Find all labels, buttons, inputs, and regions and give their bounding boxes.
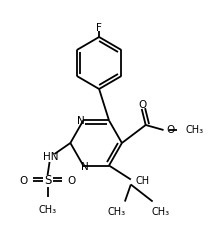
- Text: O: O: [20, 176, 28, 186]
- Text: HN: HN: [43, 152, 58, 162]
- Text: N: N: [77, 116, 85, 127]
- Text: CH₃: CH₃: [108, 206, 126, 217]
- Text: N: N: [81, 162, 89, 172]
- Text: CH₃: CH₃: [185, 125, 203, 135]
- Text: CH₃: CH₃: [151, 206, 170, 217]
- Text: F: F: [96, 23, 102, 33]
- Text: O: O: [67, 176, 76, 186]
- Text: CH₃: CH₃: [38, 205, 57, 215]
- Text: O: O: [139, 100, 147, 110]
- Text: CH: CH: [136, 176, 150, 186]
- Text: S: S: [44, 174, 51, 187]
- Text: O: O: [167, 125, 175, 135]
